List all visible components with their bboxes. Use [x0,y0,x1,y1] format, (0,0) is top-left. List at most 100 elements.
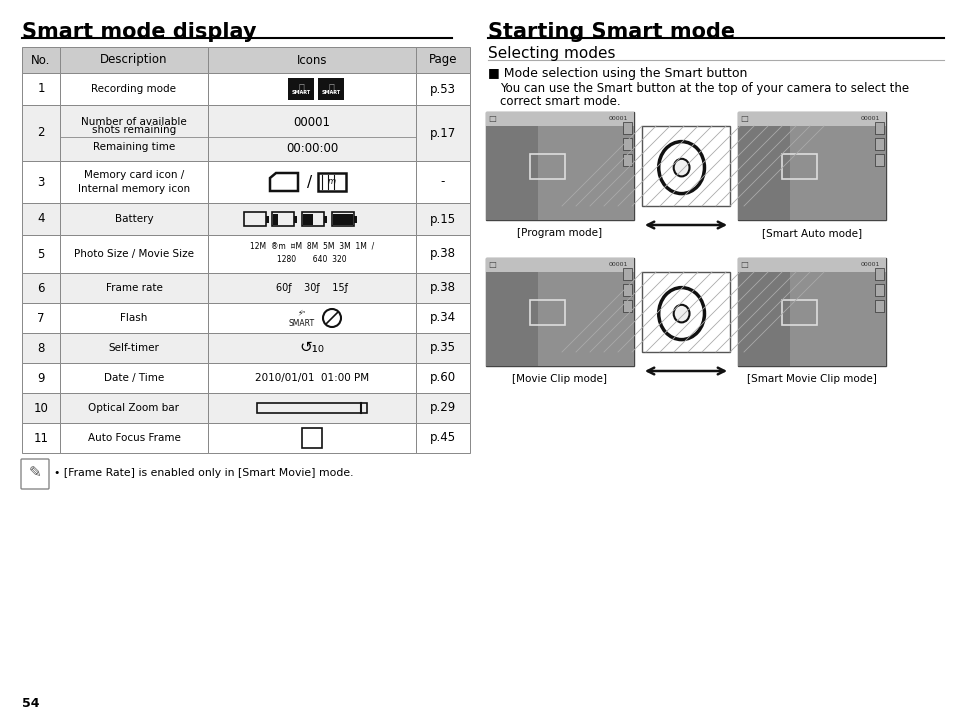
Bar [288,78,314,100]
Text: p.34: p.34 [430,312,456,325]
Text: 00001: 00001 [294,117,330,130]
Bar [622,300,631,312]
Bar [416,363,470,393]
Text: Self-timer: Self-timer [109,343,159,353]
Bar [874,284,883,296]
Bar [738,258,885,272]
Text: Smart mode display: Smart mode display [22,22,256,42]
Bar [302,428,322,448]
Text: correct smart mode.: correct smart mode. [499,95,620,108]
Text: □: □ [488,114,496,124]
Bar [208,393,416,423]
Text: [Smart Auto mode]: [Smart Auto mode] [761,228,862,238]
Text: You can use the Smart button at the top of your camera to select the: You can use the Smart button at the top … [499,82,908,95]
Bar [302,212,324,226]
Bar [874,122,883,134]
Text: Photo Size / Movie Size: Photo Size / Movie Size [74,249,193,259]
Text: 9: 9 [37,372,45,384]
Text: Internal memory icon: Internal memory icon [78,184,190,194]
Bar [485,271,634,366]
Text: Recording mode: Recording mode [91,84,176,94]
Bar [60,47,208,73]
Text: 00:00:00: 00:00:00 [286,142,337,155]
Text: Icons: Icons [296,53,327,66]
Text: Number of available: Number of available [81,117,187,127]
Text: Frame rate: Frame rate [106,283,162,293]
Bar [874,268,883,280]
Text: m: m [328,178,335,186]
Text: 1: 1 [37,83,45,96]
Bar [416,423,470,453]
Bar [60,235,208,273]
Bar [208,203,416,235]
Text: 00001: 00001 [860,263,879,268]
Bar [208,363,416,393]
Text: p.38: p.38 [430,282,456,294]
Bar [208,333,416,363]
Bar [641,126,729,206]
Text: Description: Description [100,53,168,66]
Text: p.45: p.45 [430,431,456,444]
Bar [22,363,60,393]
Text: 00001: 00001 [608,117,627,122]
Bar [416,203,470,235]
Bar [60,423,208,453]
Bar [208,161,416,203]
Text: p.60: p.60 [430,372,456,384]
Bar [738,112,885,220]
Text: [Smart Movie Clip mode]: [Smart Movie Clip mode] [746,374,876,384]
Text: ✎: ✎ [29,466,41,480]
Text: 2: 2 [37,127,45,140]
Text: Date / Time: Date / Time [104,373,164,383]
Bar [60,303,208,333]
Text: Optical Zoom bar: Optical Zoom bar [89,403,179,413]
Text: • [Frame Rate] is enabled only in [Smart Movie] mode.: • [Frame Rate] is enabled only in [Smart… [54,468,354,478]
Bar [874,154,883,166]
Bar [22,303,60,333]
Bar [530,153,565,179]
Text: [Movie Clip mode]: [Movie Clip mode] [512,374,607,384]
Bar [208,105,416,161]
Text: No.: No. [31,53,51,66]
Text: Flash: Flash [120,313,148,323]
Bar [60,363,208,393]
Bar [485,258,634,272]
Text: 4: 4 [37,212,45,225]
Bar [354,215,356,222]
Bar [60,393,208,423]
Text: 5: 5 [37,248,45,261]
Bar [622,138,631,150]
Text: 12M  ®m  ¤M  8M  5M  3M  1M  /: 12M ®m ¤M 8M 5M 3M 1M / [250,241,374,251]
Bar [416,235,470,273]
Bar [244,212,266,226]
Bar [22,333,60,363]
Bar [738,125,789,220]
Bar [738,258,885,366]
Text: Auto Focus Frame: Auto Focus Frame [88,433,180,443]
Text: 11: 11 [33,431,49,444]
Bar [485,112,634,220]
Bar [256,403,367,413]
Text: p.17: p.17 [430,127,456,140]
Text: □: □ [488,261,496,269]
Bar [60,203,208,235]
Text: Memory card icon /: Memory card icon / [84,171,184,181]
Text: □: □ [740,114,747,124]
Bar [738,271,885,366]
Text: 8: 8 [37,341,45,354]
Bar [622,268,631,280]
Text: shots remaining: shots remaining [91,125,176,135]
Bar [622,154,631,166]
Bar [317,173,346,191]
Bar [738,271,789,366]
Text: 00001: 00001 [608,263,627,268]
Text: 60ƒ    30ƒ    15ƒ: 60ƒ 30ƒ 15ƒ [275,283,348,293]
Text: 3: 3 [37,176,45,189]
Bar [641,272,729,352]
Bar [266,215,269,222]
Bar [622,284,631,296]
Text: Page: Page [428,53,456,66]
Text: 📷: 📷 [297,82,304,92]
Bar [60,333,208,363]
Text: ■ Mode selection using the Smart button: ■ Mode selection using the Smart button [488,67,746,80]
